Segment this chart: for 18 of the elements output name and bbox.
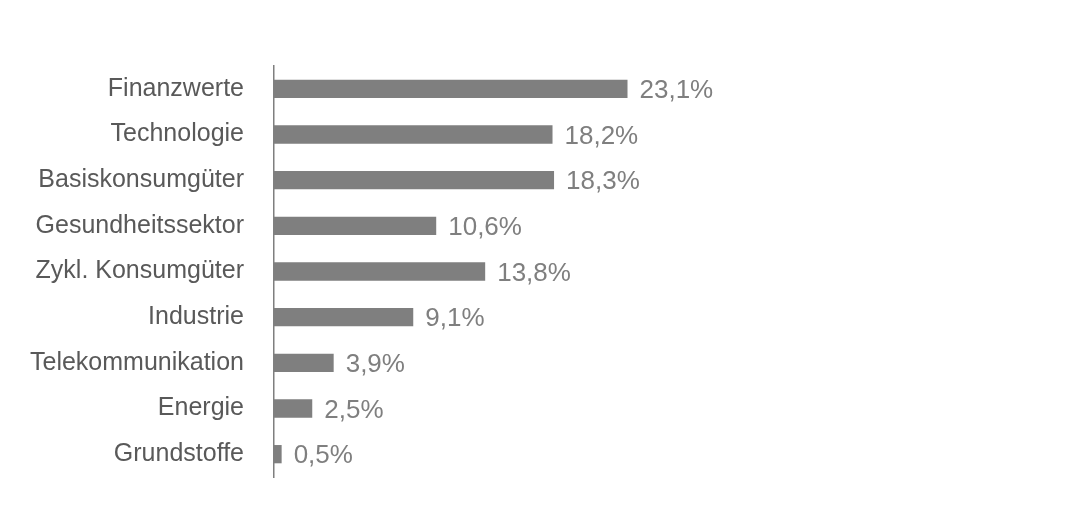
data-label: 0,5%	[293, 439, 353, 470]
data-label: 18,3%	[566, 165, 640, 196]
data-label: 13,8%	[497, 256, 571, 287]
data-label: 18,2%	[564, 119, 639, 150]
data-label: 9,1%	[425, 302, 485, 333]
y-tick-label: Finanzwerte	[107, 72, 244, 101]
y-tick-label: Energie	[157, 392, 244, 421]
data-label: 3,9%	[345, 348, 405, 379]
y-tick-label: Zykl. Konsumgüter	[35, 255, 244, 284]
data-label: 2,5%	[324, 393, 384, 424]
data-label: 10,6%	[448, 211, 522, 242]
y-tick-label: Technologie	[110, 118, 244, 147]
data-label: 23,1%	[639, 74, 714, 105]
y-tick-label: Basiskonsumgüter	[38, 164, 244, 193]
y-tick-label: Grundstoffe	[113, 438, 244, 467]
y-tick-label: Gesundheitssektor	[35, 209, 244, 238]
y-tick-label: Telekommunikation	[29, 346, 244, 375]
y-tick-label: Industrie	[148, 301, 244, 330]
